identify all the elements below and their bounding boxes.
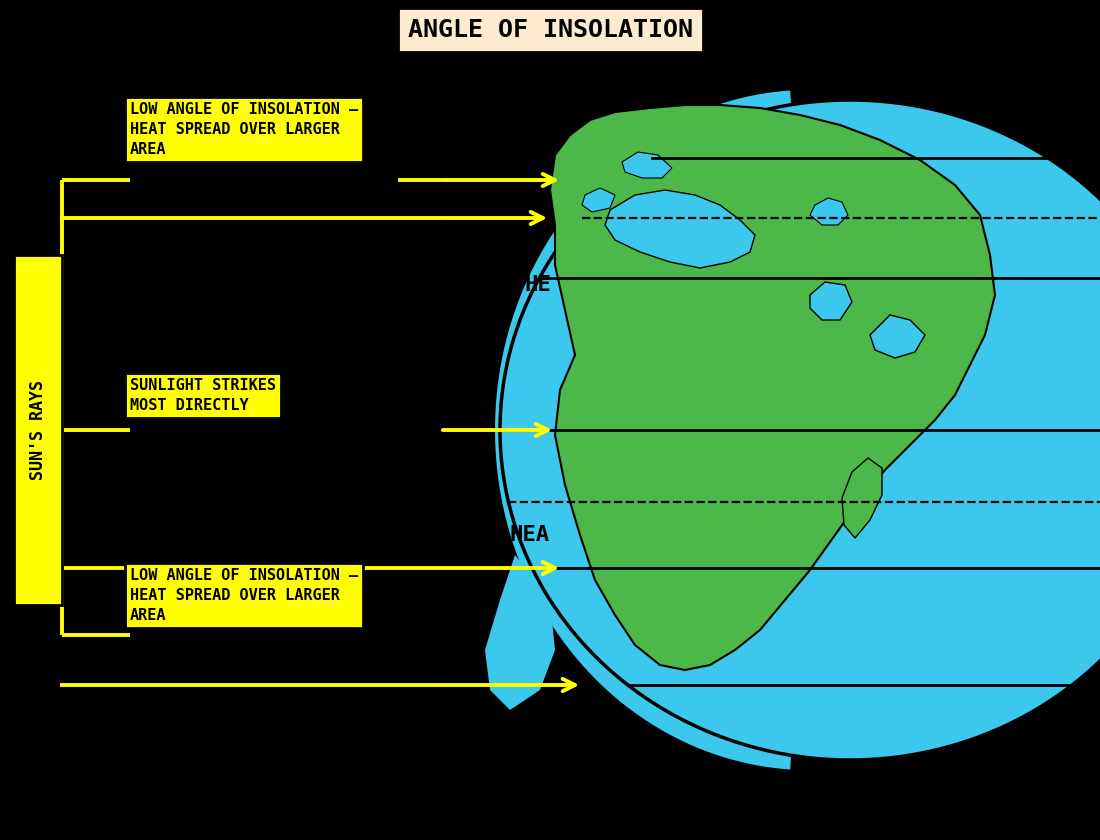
- Polygon shape: [810, 282, 853, 320]
- Text: HEA: HEA: [510, 525, 550, 545]
- Text: LOW ANGLE OF INSOLATION –
HEAT SPREAD OVER LARGER
AREA: LOW ANGLE OF INSOLATION – HEAT SPREAD OV…: [130, 102, 359, 156]
- Polygon shape: [550, 105, 996, 670]
- Polygon shape: [870, 315, 925, 358]
- Polygon shape: [582, 188, 615, 212]
- Polygon shape: [621, 152, 672, 178]
- Text: SUN'S RAYS: SUN'S RAYS: [29, 380, 47, 480]
- FancyBboxPatch shape: [14, 255, 62, 605]
- Polygon shape: [485, 555, 556, 710]
- Text: HE: HE: [525, 275, 552, 295]
- Text: LOW ANGLE OF INSOLATION –
HEAT SPREAD OVER LARGER
AREA: LOW ANGLE OF INSOLATION – HEAT SPREAD OV…: [130, 568, 359, 622]
- Text: SUNLIGHT STRIKES
MOST DIRECTLY: SUNLIGHT STRIKES MOST DIRECTLY: [130, 378, 276, 412]
- Polygon shape: [605, 190, 755, 268]
- Polygon shape: [842, 458, 882, 538]
- Text: ANGLE OF INSOLATION: ANGLE OF INSOLATION: [407, 18, 693, 42]
- Polygon shape: [500, 100, 1100, 760]
- Polygon shape: [810, 198, 848, 225]
- Polygon shape: [495, 91, 793, 769]
